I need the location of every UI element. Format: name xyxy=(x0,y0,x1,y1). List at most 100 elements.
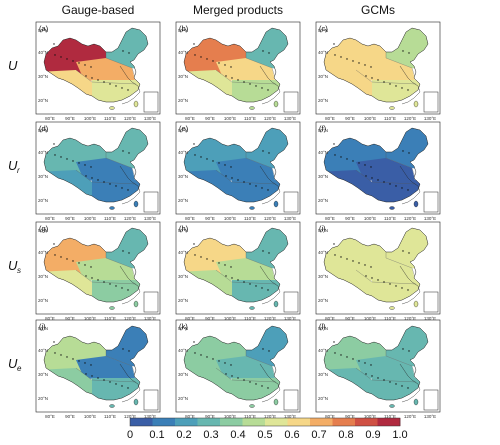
station-dot xyxy=(261,87,263,89)
station-dot xyxy=(267,387,269,389)
taiwan-island xyxy=(133,100,139,108)
country-outline xyxy=(323,127,429,203)
longitude-tick-label: 120°E xyxy=(124,116,136,121)
station-dot xyxy=(383,281,385,283)
taiwan-island xyxy=(273,100,279,108)
latitude-tick-label: 30°N xyxy=(178,372,188,377)
longitude-tick-label: 130°E xyxy=(284,414,296,419)
longitude-tick-label: 90°E xyxy=(205,116,215,121)
map-panel: 80°E 90°E 100°E 110°E 120°E 130°E 50°N 40°N 30°N… xyxy=(35,21,161,121)
station-markers xyxy=(53,341,130,389)
latitude-tick-label: 30°N xyxy=(38,372,48,377)
station-dot xyxy=(212,160,214,162)
station-dot xyxy=(364,362,366,364)
station-dot xyxy=(255,383,257,385)
longitude-tick-label: 120°E xyxy=(124,216,136,221)
longitude-tick-label: 110°E xyxy=(384,116,396,121)
colorbar-swatch xyxy=(242,418,266,426)
longitude-tick-label: 80°E xyxy=(325,116,335,121)
coastline xyxy=(259,363,281,403)
station-dot xyxy=(365,75,367,77)
station-dot xyxy=(225,275,227,277)
panel-label: (g) xyxy=(39,224,49,233)
station-dot xyxy=(249,183,251,185)
latitude-tick-label: 40°N xyxy=(38,348,48,353)
station-markers xyxy=(333,243,410,291)
longitude-tick-label: 90°E xyxy=(65,116,75,121)
region-c xyxy=(356,58,416,84)
longitude-tick-label: 80°E xyxy=(185,116,195,121)
longitude-tick-label: 130°E xyxy=(424,116,436,121)
country-outline xyxy=(183,325,289,401)
station-dot xyxy=(237,179,239,181)
latitude-tick-label: 20°N xyxy=(178,98,188,103)
station-dot xyxy=(91,177,93,179)
station-dot xyxy=(334,352,336,354)
station-dot xyxy=(261,287,263,289)
row-label-us: U s xyxy=(8,258,21,275)
station-dot xyxy=(389,183,391,185)
station-dot xyxy=(395,285,397,287)
row-label-ue: U e xyxy=(8,356,22,373)
latitude-tick-label: 50°N xyxy=(178,28,188,33)
map-panel: 80°E 90°E 100°E 110°E 120°E 130°E 50°N 40°N 30°N… xyxy=(35,121,161,221)
station-dot xyxy=(407,89,409,91)
station-dot xyxy=(115,285,117,287)
station-dot xyxy=(407,189,409,191)
map-panel: 80°E 90°E 100°E 110°E 120°E 130°E 50°N 40°N 30°N… xyxy=(315,21,441,121)
latitude-tick-label: 40°N xyxy=(178,150,188,155)
station-dot xyxy=(90,364,92,366)
longitude-tick-label: 90°E xyxy=(345,216,355,221)
latitude-tick-label: 40°N xyxy=(318,50,328,55)
region-c xyxy=(76,258,136,284)
station-dot xyxy=(193,243,195,245)
colorbar-swatch xyxy=(310,418,333,426)
station-dot xyxy=(371,177,373,179)
latitude-tick-label: 50°N xyxy=(318,326,328,331)
colorbar-swatch xyxy=(220,418,243,426)
station-dot xyxy=(340,156,342,158)
latitude-tick-label: 30°N xyxy=(178,174,188,179)
longitude-tick-label: 100°E xyxy=(364,414,376,419)
longitude-tick-label: 80°E xyxy=(45,116,55,121)
station-dot xyxy=(97,377,99,379)
longitude-tick-label: 90°E xyxy=(205,414,215,419)
station-dot xyxy=(402,348,404,350)
station-dot xyxy=(84,64,86,66)
station-dot xyxy=(122,348,124,350)
station-dot xyxy=(402,250,404,252)
station-dot xyxy=(262,50,264,52)
station-dot xyxy=(54,254,56,256)
longitude-tick-label: 120°E xyxy=(404,216,416,221)
station-dot xyxy=(194,154,196,156)
station-dot xyxy=(267,89,269,91)
latitude-tick-label: 40°N xyxy=(178,348,188,353)
station-dot xyxy=(121,187,123,189)
south-china-sea-inset xyxy=(143,91,159,113)
station-dot xyxy=(206,58,208,60)
station-markers xyxy=(333,43,410,91)
station-dot xyxy=(371,277,373,279)
coastline xyxy=(259,65,281,105)
station-dot xyxy=(193,43,195,45)
coastline xyxy=(399,165,421,205)
map-panel: 80°E 90°E 100°E 110°E 120°E 130°E 50°N 40°N 30°N… xyxy=(175,319,301,419)
colorbar-tick-label: 0.2 xyxy=(176,429,191,440)
longitude-tick-label: 130°E xyxy=(424,316,436,321)
map-panel: 80°E 90°E 100°E 110°E 120°E 130°E 50°N 40°N 30°N… xyxy=(175,121,301,221)
station-dot xyxy=(194,54,196,56)
longitude-tick-label: 110°E xyxy=(104,414,116,419)
longitude-tick-label: 100°E xyxy=(364,316,376,321)
colorbar-tick-label: 0.9 xyxy=(365,429,380,440)
station-dot xyxy=(206,158,208,160)
station-dot xyxy=(109,283,111,285)
colorbar-swatch xyxy=(355,418,378,426)
longitude-tick-label: 80°E xyxy=(45,216,55,221)
station-dot xyxy=(377,377,379,379)
coastline xyxy=(399,363,421,403)
station-dot xyxy=(249,283,251,285)
longitude-tick-label: 80°E xyxy=(185,414,195,419)
station-dot xyxy=(261,187,263,189)
latitude-tick-label: 20°N xyxy=(38,298,48,303)
